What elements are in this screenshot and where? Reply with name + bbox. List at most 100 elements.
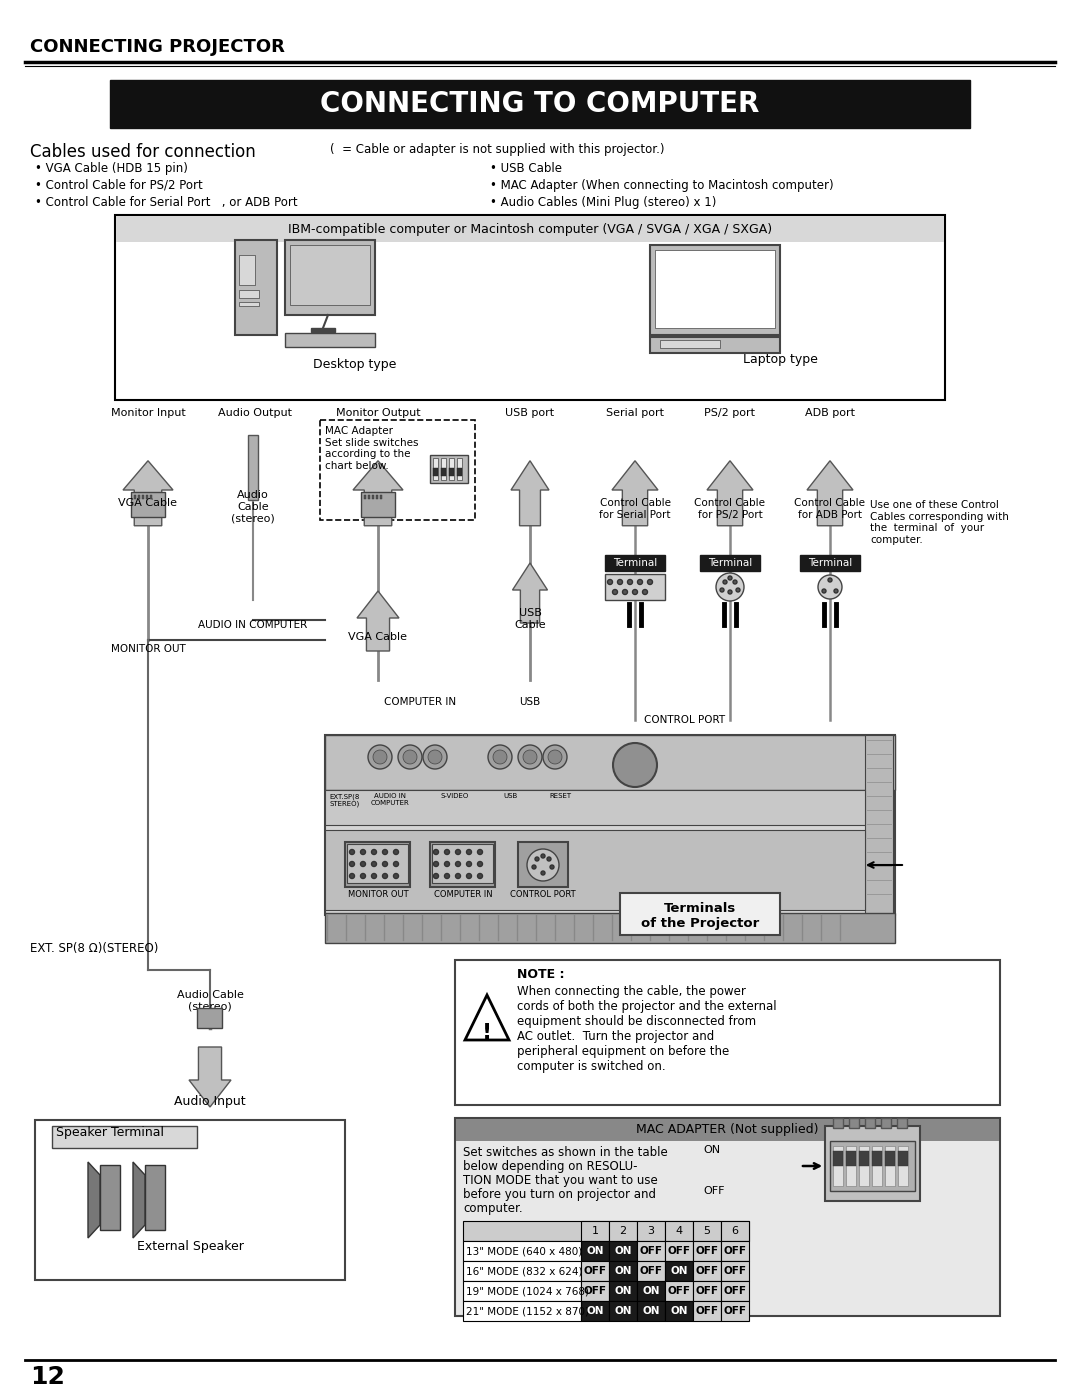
Bar <box>665 1281 693 1301</box>
Circle shape <box>523 750 537 764</box>
Circle shape <box>467 873 472 879</box>
Circle shape <box>622 590 627 595</box>
Circle shape <box>488 745 512 768</box>
Bar <box>859 1146 869 1186</box>
Circle shape <box>456 862 460 866</box>
Bar <box>449 458 454 481</box>
Text: Speaker Terminal: Speaker Terminal <box>56 1126 164 1139</box>
Bar <box>146 495 148 499</box>
Text: Desktop type: Desktop type <box>313 358 396 372</box>
Circle shape <box>467 862 472 866</box>
Text: • Audio Cables (Mini Plug (stereo) x 1): • Audio Cables (Mini Plug (stereo) x 1) <box>490 196 716 210</box>
Circle shape <box>822 590 826 592</box>
Bar <box>285 240 375 314</box>
Bar <box>581 1241 609 1261</box>
Bar <box>609 1301 637 1322</box>
Bar <box>581 1301 609 1322</box>
Bar <box>721 1301 750 1322</box>
Text: ON: ON <box>615 1266 632 1275</box>
Bar <box>285 332 375 346</box>
Text: CONNECTING TO COMPUTER: CONNECTING TO COMPUTER <box>321 89 759 117</box>
Bar <box>463 1241 581 1261</box>
Bar <box>897 1118 907 1127</box>
Text: ON: ON <box>643 1287 660 1296</box>
Bar <box>376 495 378 499</box>
Text: Terminal: Terminal <box>707 557 752 569</box>
Text: 6: 6 <box>731 1227 739 1236</box>
Circle shape <box>618 580 622 584</box>
Circle shape <box>393 873 399 879</box>
Text: Laptop type: Laptop type <box>743 353 818 366</box>
Circle shape <box>643 590 648 595</box>
Circle shape <box>368 745 392 768</box>
Text: 3: 3 <box>648 1227 654 1236</box>
Bar <box>372 495 374 499</box>
Circle shape <box>834 590 838 592</box>
Bar <box>449 468 454 476</box>
Text: AUDIO IN COMPUTER: AUDIO IN COMPUTER <box>199 620 308 630</box>
Text: OFF: OFF <box>703 1186 725 1196</box>
Text: MAC Adapter
Set slide switches
according to the
chart below.: MAC Adapter Set slide switches according… <box>325 426 419 471</box>
Bar <box>518 842 568 887</box>
Bar <box>457 468 462 476</box>
Bar <box>609 1221 637 1241</box>
Bar <box>441 458 446 481</box>
Text: Control Cable
for Serial Port: Control Cable for Serial Port <box>599 497 671 520</box>
Circle shape <box>433 862 438 866</box>
Bar <box>325 914 895 943</box>
Circle shape <box>535 856 539 861</box>
Text: Monitor Input: Monitor Input <box>110 408 186 418</box>
Polygon shape <box>133 1162 145 1238</box>
Circle shape <box>445 849 449 855</box>
Text: OFF: OFF <box>667 1246 690 1256</box>
Circle shape <box>456 873 460 879</box>
Bar <box>116 217 944 242</box>
Circle shape <box>518 745 542 768</box>
Bar <box>114 215 945 400</box>
Polygon shape <box>123 461 173 525</box>
Circle shape <box>428 750 442 764</box>
Text: MONITOR OUT: MONITOR OUT <box>110 644 186 654</box>
Bar <box>325 830 865 909</box>
Bar <box>693 1281 721 1301</box>
Circle shape <box>607 580 612 584</box>
Text: Control Cable
for PS/2 Port: Control Cable for PS/2 Port <box>694 497 766 520</box>
Bar <box>897 1146 908 1186</box>
Text: COMPUTER IN: COMPUTER IN <box>434 890 492 900</box>
Text: Audio Output: Audio Output <box>218 408 292 418</box>
Text: OFF: OFF <box>696 1306 718 1316</box>
Text: Set switches as shown in the table: Set switches as shown in the table <box>463 1146 667 1160</box>
Circle shape <box>382 873 388 879</box>
Polygon shape <box>100 1165 120 1229</box>
Circle shape <box>477 873 483 879</box>
Bar <box>609 1281 637 1301</box>
Text: VGA Cable: VGA Cable <box>119 497 177 509</box>
Polygon shape <box>707 461 753 525</box>
Text: ON: ON <box>586 1306 604 1316</box>
Text: 13" MODE (640 x 480): 13" MODE (640 x 480) <box>465 1246 582 1256</box>
Polygon shape <box>357 591 399 651</box>
Text: ON: ON <box>586 1246 604 1256</box>
Text: CONTROL PORT: CONTROL PORT <box>645 715 726 725</box>
Text: EXT.SP(8
STEREO): EXT.SP(8 STEREO) <box>329 793 361 807</box>
Circle shape <box>393 862 399 866</box>
Text: • MAC Adapter (When connecting to Macintosh computer): • MAC Adapter (When connecting to Macint… <box>490 179 834 191</box>
Polygon shape <box>807 461 853 525</box>
Bar <box>134 495 136 499</box>
Circle shape <box>477 862 483 866</box>
Bar <box>825 1126 920 1201</box>
Bar <box>380 495 382 499</box>
Text: OFF: OFF <box>724 1266 746 1275</box>
Text: Terminals
of the Projector: Terminals of the Projector <box>640 902 759 930</box>
Text: • USB Cable: • USB Cable <box>490 162 562 175</box>
Polygon shape <box>612 461 658 525</box>
Bar <box>831 1141 915 1192</box>
Text: ON: ON <box>615 1246 632 1256</box>
Bar <box>650 244 780 335</box>
Bar <box>433 458 438 481</box>
Bar <box>463 1281 581 1301</box>
Circle shape <box>818 576 842 599</box>
Bar <box>320 420 475 520</box>
Bar <box>432 844 492 883</box>
Circle shape <box>733 580 737 584</box>
